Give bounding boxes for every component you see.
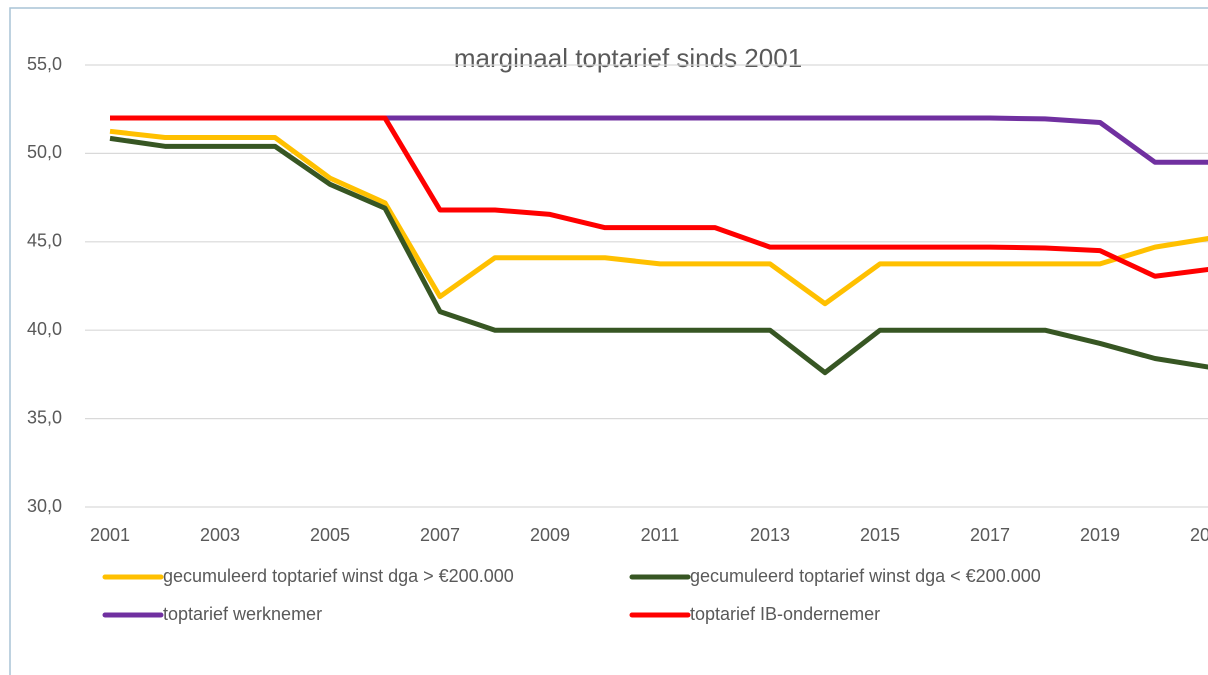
x-tick-label: 2021: [1190, 525, 1208, 545]
series-line: [109, 128, 1208, 307]
x-tick-label: 2011: [641, 525, 680, 545]
x-tick-label: 2005: [310, 525, 350, 545]
x-tick-label: 2017: [970, 525, 1010, 545]
y-tick-label: 35,0: [27, 407, 62, 427]
x-tick-label: 2015: [860, 525, 900, 545]
y-tick-label: 45,0: [27, 231, 62, 251]
legend-label: gecumuleerd toptarief winst dga > €200.0…: [163, 566, 514, 586]
legend-label: toptarief IB-ondernemer: [690, 604, 880, 624]
x-tick-label: 2009: [530, 525, 570, 545]
x-tick-label: 2013: [750, 525, 790, 545]
x-tick-label: 2001: [90, 525, 130, 545]
x-tick-label: 2003: [200, 525, 240, 545]
y-tick-label: 30,0: [27, 496, 62, 516]
x-tick-label: 2007: [420, 525, 460, 545]
legend-label: gecumuleerd toptarief winst dga < €200.0…: [690, 566, 1041, 586]
y-tick-label: 55,0: [27, 54, 62, 74]
series-line: [110, 115, 1208, 279]
series-line: [109, 135, 1208, 376]
x-tick-label: 2019: [1080, 525, 1120, 545]
legend-label: toptarief werknemer: [163, 604, 322, 624]
y-tick-label: 40,0: [27, 319, 62, 339]
y-tick-label: 50,0: [27, 142, 62, 162]
chart-title: marginaal toptarief sinds 2001: [454, 43, 802, 73]
